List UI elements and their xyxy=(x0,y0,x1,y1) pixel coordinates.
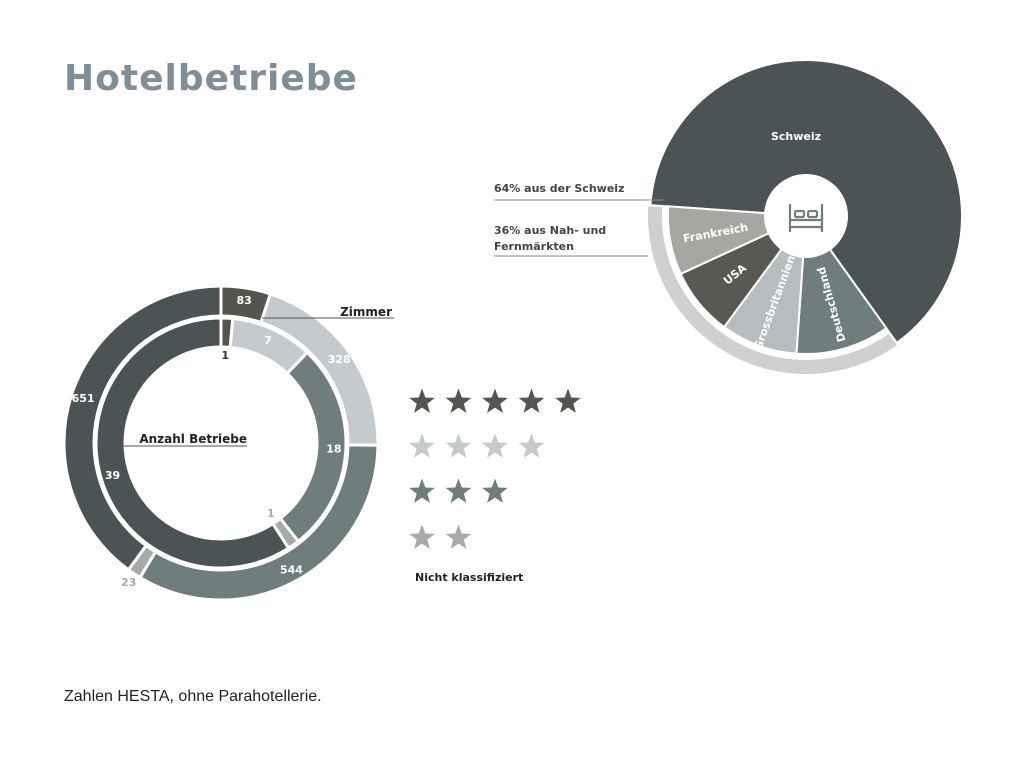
donut-betriebe-label-2: 18 xyxy=(326,442,341,455)
pie-center-hole xyxy=(764,174,848,258)
origin-pie-chart: SchweizDeutschlandGrossbritannienUSAFran… xyxy=(494,59,963,375)
annotation-domestic: 64% aus der Schweiz xyxy=(494,182,624,195)
pie-label-schweiz: Schweiz xyxy=(771,130,821,143)
star-icon-row5-3 xyxy=(518,388,545,413)
footnote: Zahlen HESTA, ohne Parahotellerie. xyxy=(64,688,322,705)
star-icon-row5-1 xyxy=(445,388,472,413)
annotation-foreign-1: 36% aus Nah- und xyxy=(494,224,606,237)
bed-icon xyxy=(788,204,824,232)
star-legend xyxy=(409,388,581,549)
star-icon-row5-2 xyxy=(482,388,508,413)
donut-value-labels: 83 328 544 23 651 1 7 18 1 39 xyxy=(72,294,351,589)
donut-betriebe-label-4: 39 xyxy=(105,469,120,482)
star-icon-row2-0 xyxy=(409,524,435,549)
foreign-markets-arc xyxy=(648,206,897,375)
donut-zimmer-label-3: 23 xyxy=(121,576,136,589)
star-icon-row4-0 xyxy=(409,433,435,458)
star-icon-row4-1 xyxy=(445,433,472,458)
star-icon-row2-1 xyxy=(445,524,472,549)
donut-zimmer-label-2: 544 xyxy=(280,564,303,577)
legend-unclassified-label: Nicht klassifiziert xyxy=(415,571,523,584)
star-icon-row4-2 xyxy=(482,433,508,458)
outer-ring-zimmer xyxy=(62,284,380,602)
annotation-foreign-2: Fernmärkten xyxy=(494,240,574,253)
donut-betriebe-segment-4 xyxy=(94,316,291,570)
donut-zimmer-label-4: 651 xyxy=(72,392,95,405)
donut-betriebe-label-3: 1 xyxy=(267,507,275,520)
page-title: Hotelbetriebe xyxy=(64,58,358,99)
donut-betriebe-label-0: 1 xyxy=(221,349,229,362)
donut-zimmer-segment-4 xyxy=(62,284,223,572)
donut-zimmer-label-0: 83 xyxy=(236,294,251,307)
star-icon-row3-1 xyxy=(445,478,472,503)
series-label-betriebe: Anzahl Betriebe xyxy=(139,432,247,446)
star-donut-chart: 83 328 544 23 651 1 7 18 1 39 Zimmer Anzahl Betri… xyxy=(62,284,394,602)
star-icon-row5-0 xyxy=(409,388,435,413)
star-icon-row4-3 xyxy=(518,433,545,458)
star-icon-row3-0 xyxy=(409,478,435,503)
inner-ring-betriebe xyxy=(94,316,348,570)
star-icon-row5-4 xyxy=(555,388,581,413)
series-label-zimmer: Zimmer xyxy=(340,305,392,319)
star-icon-row3-2 xyxy=(482,478,508,503)
donut-betriebe-label-1: 7 xyxy=(264,334,272,347)
donut-zimmer-label-1: 328 xyxy=(328,353,351,366)
foreign-markets-arc-shape xyxy=(648,206,897,375)
